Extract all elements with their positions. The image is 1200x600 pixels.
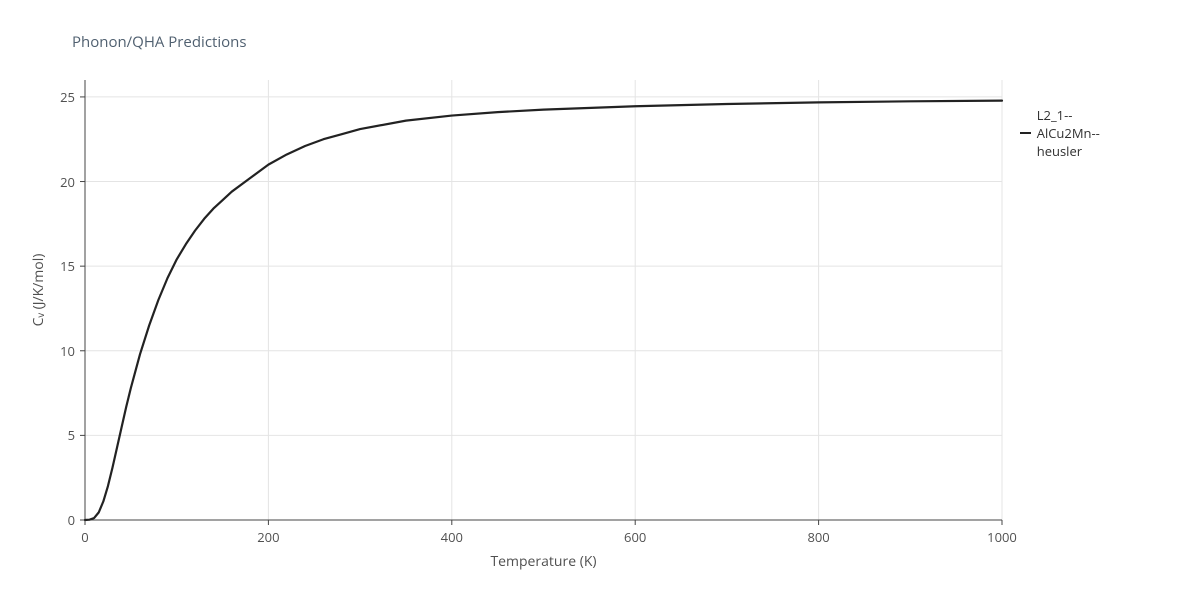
chart-svg [0,0,1200,600]
x-tick-label: 400 [441,528,463,546]
legend-swatch [1020,132,1031,134]
x-axis-label: Temperature (K) [484,552,604,571]
legend-item: L2_1--AlCu2Mn--heusler [1020,106,1107,160]
x-tick-label: 1000 [987,528,1017,546]
y-tick-label: 10 [51,342,75,360]
y-axis-label: Cᵥ (J/K/mol) [29,240,48,340]
legend-label: L2_1--AlCu2Mn--heusler [1037,106,1107,160]
y-tick-label: 5 [51,426,75,444]
x-tick-label: 200 [257,528,279,546]
y-tick-label: 25 [51,88,75,106]
chart-container: Phonon/QHA Predictions 02004006008001000… [0,0,1200,600]
x-tick-label: 800 [807,528,829,546]
y-tick-label: 20 [51,173,75,191]
x-tick-label: 600 [624,528,646,546]
y-tick-label: 15 [51,257,75,275]
x-tick-label: 0 [81,528,88,546]
y-tick-label: 0 [51,511,75,529]
